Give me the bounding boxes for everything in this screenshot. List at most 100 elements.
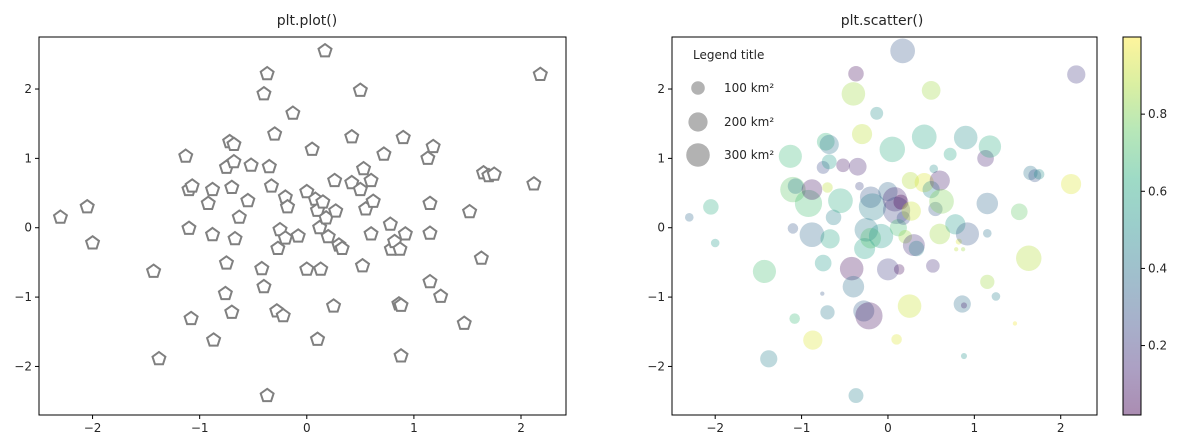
pentagon-marker	[184, 178, 200, 193]
y-tick-label: −2	[14, 359, 32, 373]
scatter-bubble	[914, 173, 934, 193]
scatter-bubble	[816, 160, 830, 174]
pentagon-marker	[52, 209, 69, 224]
scatter-bubble	[841, 82, 866, 106]
scatter-bubble	[803, 330, 823, 350]
scatter-bubble	[684, 213, 694, 222]
pentagon-marker	[456, 315, 472, 330]
pentagon-marker	[224, 179, 240, 194]
pentagon-marker	[422, 225, 438, 240]
pentagon-marker	[344, 174, 360, 190]
scatter-bubble	[896, 211, 911, 225]
pentagon-marker	[344, 128, 360, 144]
pentagon-marker	[178, 148, 194, 163]
scatter-bubble	[878, 182, 898, 202]
scatter-bubble	[787, 178, 804, 194]
pentagon-marker	[363, 225, 379, 241]
scatter-bubble	[902, 234, 925, 257]
y-tick-label: −1	[647, 290, 665, 304]
pentagon-marker	[243, 157, 259, 172]
scatter-bubble	[1028, 169, 1042, 183]
scatter-bubble	[960, 353, 968, 360]
scatter-bubble	[922, 180, 940, 199]
scatter-bubble	[820, 229, 840, 249]
colorbar-gradient	[1122, 36, 1142, 416]
pentagon-marker	[200, 195, 216, 210]
pentagon-marker	[420, 150, 436, 165]
y-tick-label: 2	[657, 82, 665, 96]
scatter-bubble	[836, 158, 850, 173]
scatter-bubble	[854, 238, 876, 260]
pentagon-marker	[263, 178, 280, 193]
scatter-bubble	[977, 150, 994, 167]
x-tick-label: 2	[517, 421, 525, 435]
scatter-bubble	[1010, 203, 1028, 221]
pentagon-marker	[299, 183, 315, 199]
plot-ticks: −2 −1 0 1 2 −2 −1 0 1 2	[14, 82, 525, 435]
pentagon-marker	[393, 347, 409, 363]
pentagon-marker	[395, 129, 411, 145]
y-tick-label: −2	[647, 359, 665, 373]
plot-axes: plt.plot() −2 −1 0 1 2 −2 −1 0 1 2	[14, 13, 567, 435]
scatter-bubble	[955, 238, 962, 245]
colorbar-tick-label: 0.8	[1148, 107, 1167, 121]
pentagon-marker	[315, 194, 331, 209]
y-tick-label: 2	[24, 82, 32, 96]
pentagon-marker	[256, 85, 272, 101]
pentagon-marker	[290, 228, 306, 243]
scatter-bubble	[870, 106, 884, 120]
pentagon-marker	[224, 304, 240, 319]
x-tick-label: −2	[84, 421, 102, 435]
scatter-bubble	[929, 164, 939, 174]
pentagon-marker	[325, 298, 342, 313]
pentagon-marker	[355, 160, 372, 176]
scatter-bubble	[848, 66, 864, 82]
scatter-bubble	[752, 259, 777, 284]
pentagon-marker	[270, 240, 286, 255]
pentagon-marker	[217, 285, 233, 301]
y-tick-label: −1	[14, 290, 32, 304]
scatter-bubble	[820, 305, 835, 320]
legend-marker	[688, 112, 708, 132]
x-tick-label: 0	[884, 421, 892, 435]
pentagon-marker	[181, 220, 197, 235]
pentagon-marker	[352, 82, 368, 97]
scatter-bubble	[819, 134, 839, 155]
pentagon-marker	[226, 136, 242, 151]
colorbar: 0.2 0.4 0.6 0.8	[1122, 36, 1167, 416]
scatter-bubble	[882, 187, 908, 212]
pentagon-marker	[422, 195, 438, 210]
plot-frame	[38, 36, 567, 416]
pentagon-marker	[205, 332, 222, 347]
pentagon-marker	[392, 241, 408, 256]
scatter-bubble	[799, 222, 825, 248]
scatter-bubble	[991, 292, 1001, 301]
scatter-bubble	[982, 228, 992, 238]
pentagon-marker	[365, 193, 381, 208]
pentagon-marker	[526, 175, 542, 191]
legend-label: 200 km²	[724, 115, 774, 129]
scatter-bubble	[821, 154, 837, 170]
scatter-bubble	[1016, 245, 1042, 271]
scatter-bubble	[945, 214, 966, 235]
scatter-bubble	[780, 176, 806, 203]
colorbar-tick-label: 0.4	[1148, 261, 1167, 275]
pentagon-marker	[277, 230, 293, 245]
pentagon-marker	[425, 138, 441, 154]
size-legend: Legend title 100 km² 200 km² 300 km²	[686, 48, 774, 167]
scatter-bubble	[710, 238, 720, 248]
legend-marker	[686, 143, 710, 167]
legend-label: 100 km²	[724, 81, 774, 95]
pentagon-marker	[376, 146, 392, 161]
pentagon-marker	[227, 230, 243, 246]
scatter-bubble	[778, 144, 802, 168]
pentagon-marker	[79, 198, 95, 214]
colorbar-tick-label: 0.6	[1148, 184, 1167, 198]
scatter-bubble	[978, 135, 1002, 158]
x-tick-label: −1	[191, 421, 209, 435]
scatter-bubble	[822, 182, 833, 193]
scatter-bubble	[858, 193, 887, 221]
scatter-bubble	[897, 294, 922, 318]
scatter-bubble	[855, 181, 864, 191]
